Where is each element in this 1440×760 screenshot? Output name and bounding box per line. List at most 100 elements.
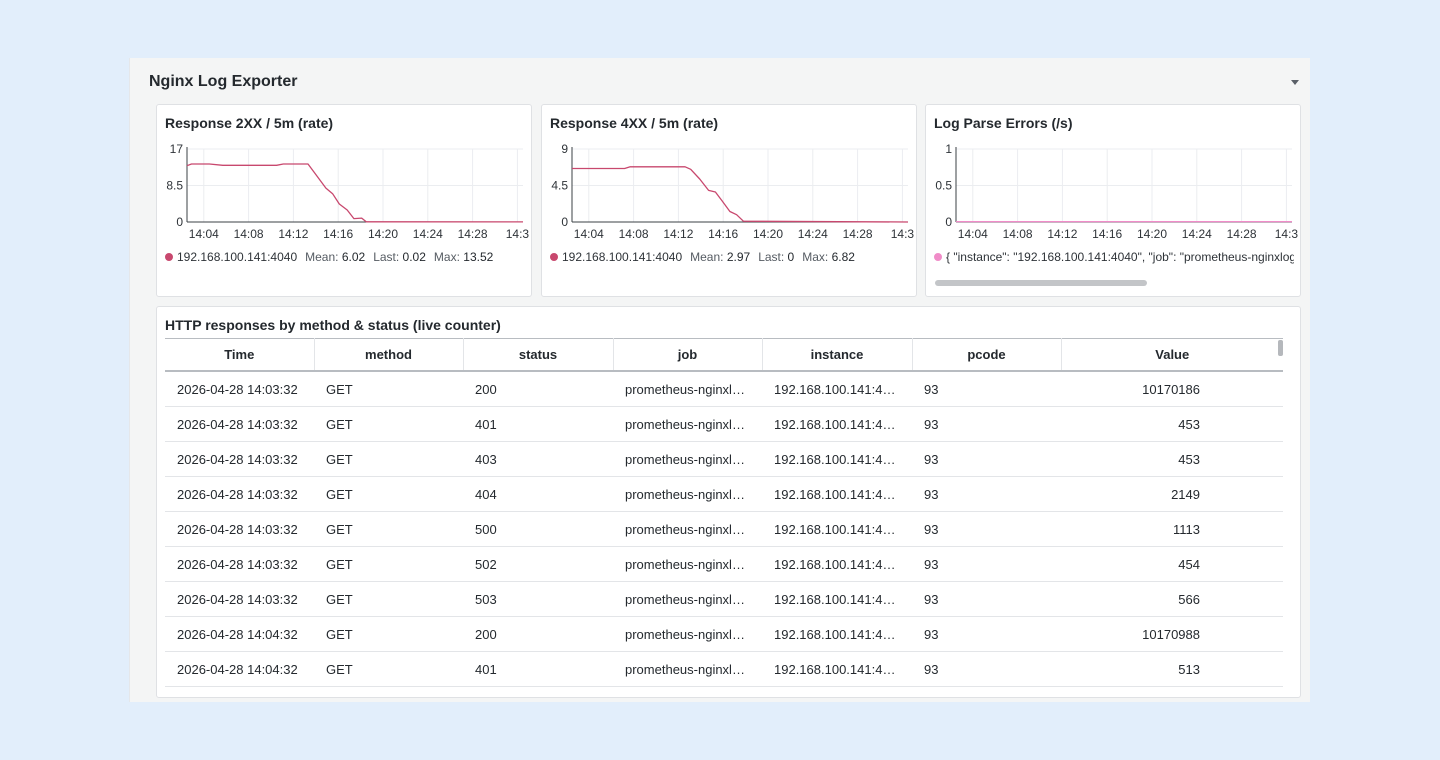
response-4xx-chart[interactable]: 0 4.5 9 14:04 14:08 14:12 14:16 14:20 14:24 14:28… [542,105,918,245]
cell-pcode: 93 [912,651,1061,687]
cell-job: prometheus-nginxlo… [613,476,762,512]
column-header-pcode[interactable]: pcode [912,338,1062,372]
panel-title[interactable]: Response 4XX / 5m (rate) [550,115,719,131]
table-row[interactable]: 2026-04-28 14:04:32 GET 200 prometheus-ngin… [165,616,1283,652]
cell-pcode: 93 [912,441,1061,477]
table-row[interactable]: 2026-04-28 14:03:32 GET 404 prometheus-ngin… [165,476,1283,512]
x-tick-label: 14:04 [958,227,988,241]
table-row[interactable]: 2026-04-28 14:04:32 GET 401 prometheus-ngin… [165,651,1283,687]
legend-dot-icon [550,253,558,261]
panel-response-2xx: Response 2XX / 5m (rate) 0 8.5 17 14:04 14:0… [156,104,532,297]
y-tick-label: 4.5 [551,179,568,193]
x-tick-label: 14:20 [1137,227,1167,241]
table-row[interactable]: 2026-04-28 14:03:32 GET 500 prometheus-ngin… [165,511,1283,547]
cell-method: GET [314,616,463,652]
cell-method: GET [314,371,463,407]
table-container[interactable]: Time method status job instance pcode Value 20… [165,338,1283,697]
legend-last-label: Last: [758,250,785,264]
cell-instance: 192.168.100.141:40… [762,476,912,512]
x-tick-label: 14:04 [574,227,604,241]
y-tick-label: 0 [176,215,183,229]
table-row[interactable]: 2026-04-28 14:03:32 GET 502 prometheus-ngin… [165,546,1283,582]
row-title[interactable]: Nginx Log Exporter [149,73,298,90]
legend-max-label: Max: [802,250,829,264]
cell-status: 200 [463,616,613,652]
column-header-value[interactable]: Value [1061,338,1283,372]
y-tick-label: 1 [945,142,952,156]
response-2xx-chart[interactable]: 0 8.5 17 14:04 14:08 14:12 14:16 14:20 14:24 14:2… [157,105,533,245]
cell-time: 2026-04-28 14:03:32 [165,441,314,477]
cell-instance: 192.168.100.141:40… [762,441,912,477]
cell-pcode: 93 [912,406,1061,442]
series-line[interactable] [572,166,909,223]
cell-instance: 192.168.100.141:40… [762,371,912,407]
x-tick-label: 14:20 [753,227,783,241]
cell-job: prometheus-nginxlo… [613,511,762,547]
x-tick-label: 14:28 [458,227,488,241]
cell-job: prometheus-nginxlo… [613,616,762,652]
legend-series-name[interactable]: 192.168.100.141:4040 [177,250,298,264]
panel-log-parse-errors: Log Parse Errors (/s) 0 0.5 1 14:04 14:08 14:… [925,104,1301,297]
cell-value: 454 [1061,546,1283,582]
cell-status: 401 [463,651,613,687]
cell-status: 200 [463,371,613,407]
legend-max-value: 6.82 [831,250,855,264]
cell-pcode: 93 [912,371,1061,407]
cell-job: prometheus-nginxlo… [613,651,762,687]
legend-dot-icon [165,253,173,261]
x-tick-label: 14:24 [1182,227,1212,241]
table-row[interactable]: 2026-04-28 14:03:32 GET 403 prometheus-ngin… [165,441,1283,477]
column-header-instance[interactable]: instance [762,338,913,372]
cell-job: prometheus-nginxlo… [613,441,762,477]
y-tick-label: 0 [945,215,952,229]
column-header-job[interactable]: job [613,338,763,372]
cell-status: 401 [463,406,613,442]
table-row[interactable]: 2026-04-28 14:03:32 GET 503 prometheus-ngin… [165,581,1283,617]
table-scrollbar[interactable] [1278,340,1283,356]
cell-instance: 192.168.100.141:40… [762,406,912,442]
column-header-method[interactable]: method [314,338,464,372]
cell-value: 10170186 [1061,371,1283,407]
column-header-status[interactable]: status [463,338,614,372]
cell-status: 503 [463,581,613,617]
legend-scrollbar[interactable] [935,280,1147,286]
legend-mean-label: Mean: [690,250,724,264]
row-header[interactable]: Nginx Log Exporter [149,72,1299,94]
cell-value: 2149 [1061,476,1283,512]
y-tick-label: 0.5 [935,179,952,193]
x-tick-label: 14:12 [1047,227,1077,241]
legend-max-label: Max: [433,250,460,264]
cell-value: 453 [1061,406,1283,442]
column-header-time[interactable]: Time [165,338,315,372]
y-tick-label: 17 [170,142,184,156]
legend-max-value: 13.52 [463,250,494,264]
panel-title[interactable]: HTTP responses by method & status (live … [165,317,501,333]
chart-legend: { "instance": "192.168.100.141:4040", "j… [934,250,1294,266]
x-tick-label: 14:20 [368,227,398,241]
cell-value: 453 [1061,441,1283,477]
x-tick-label: 14:08 [619,227,649,241]
panel-title[interactable]: Response 2XX / 5m (rate) [165,115,334,131]
legend-series-name[interactable]: 192.168.100.141:4040 [562,250,683,264]
cell-method: GET [314,581,463,617]
cell-instance: 192.168.100.141:40… [762,546,912,582]
chart-legend: 192.168.100.141:4040 Mean: 6.02 Last: 0.02… [165,250,493,266]
table-row[interactable]: 2026-04-28 14:03:32 GET 200 prometheus-ngin… [165,371,1283,407]
panel-title[interactable]: Log Parse Errors (/s) [934,115,1073,131]
cell-instance: 192.168.100.141:40… [762,616,912,652]
legend-series-name[interactable]: { "instance": "192.168.100.141:4040", "j… [946,250,1294,264]
cell-value: 513 [1061,651,1283,687]
table-row[interactable]: 2026-04-28 14:03:32 GET 401 prometheus-ngin… [165,406,1283,442]
series-line[interactable] [186,163,524,223]
cell-status: 403 [463,441,613,477]
x-tick-label: 14:24 [413,227,443,241]
cell-time: 2026-04-28 14:03:32 [165,371,314,407]
y-tick-label: 8.5 [166,179,183,193]
cell-status: 404 [463,476,613,512]
log-parse-errors-chart[interactable]: 0 0.5 1 14:04 14:08 14:12 14:16 14:20 14:24 14:28… [926,105,1301,245]
chart-legend: 192.168.100.141:4040 Mean: 2.97 Last: 0 Max… [550,250,855,266]
cell-pcode: 93 [912,476,1061,512]
cell-instance: 192.168.100.141:40… [762,581,912,617]
x-tick-label: 14:04 [189,227,219,241]
caret-down-icon[interactable] [1291,80,1299,85]
